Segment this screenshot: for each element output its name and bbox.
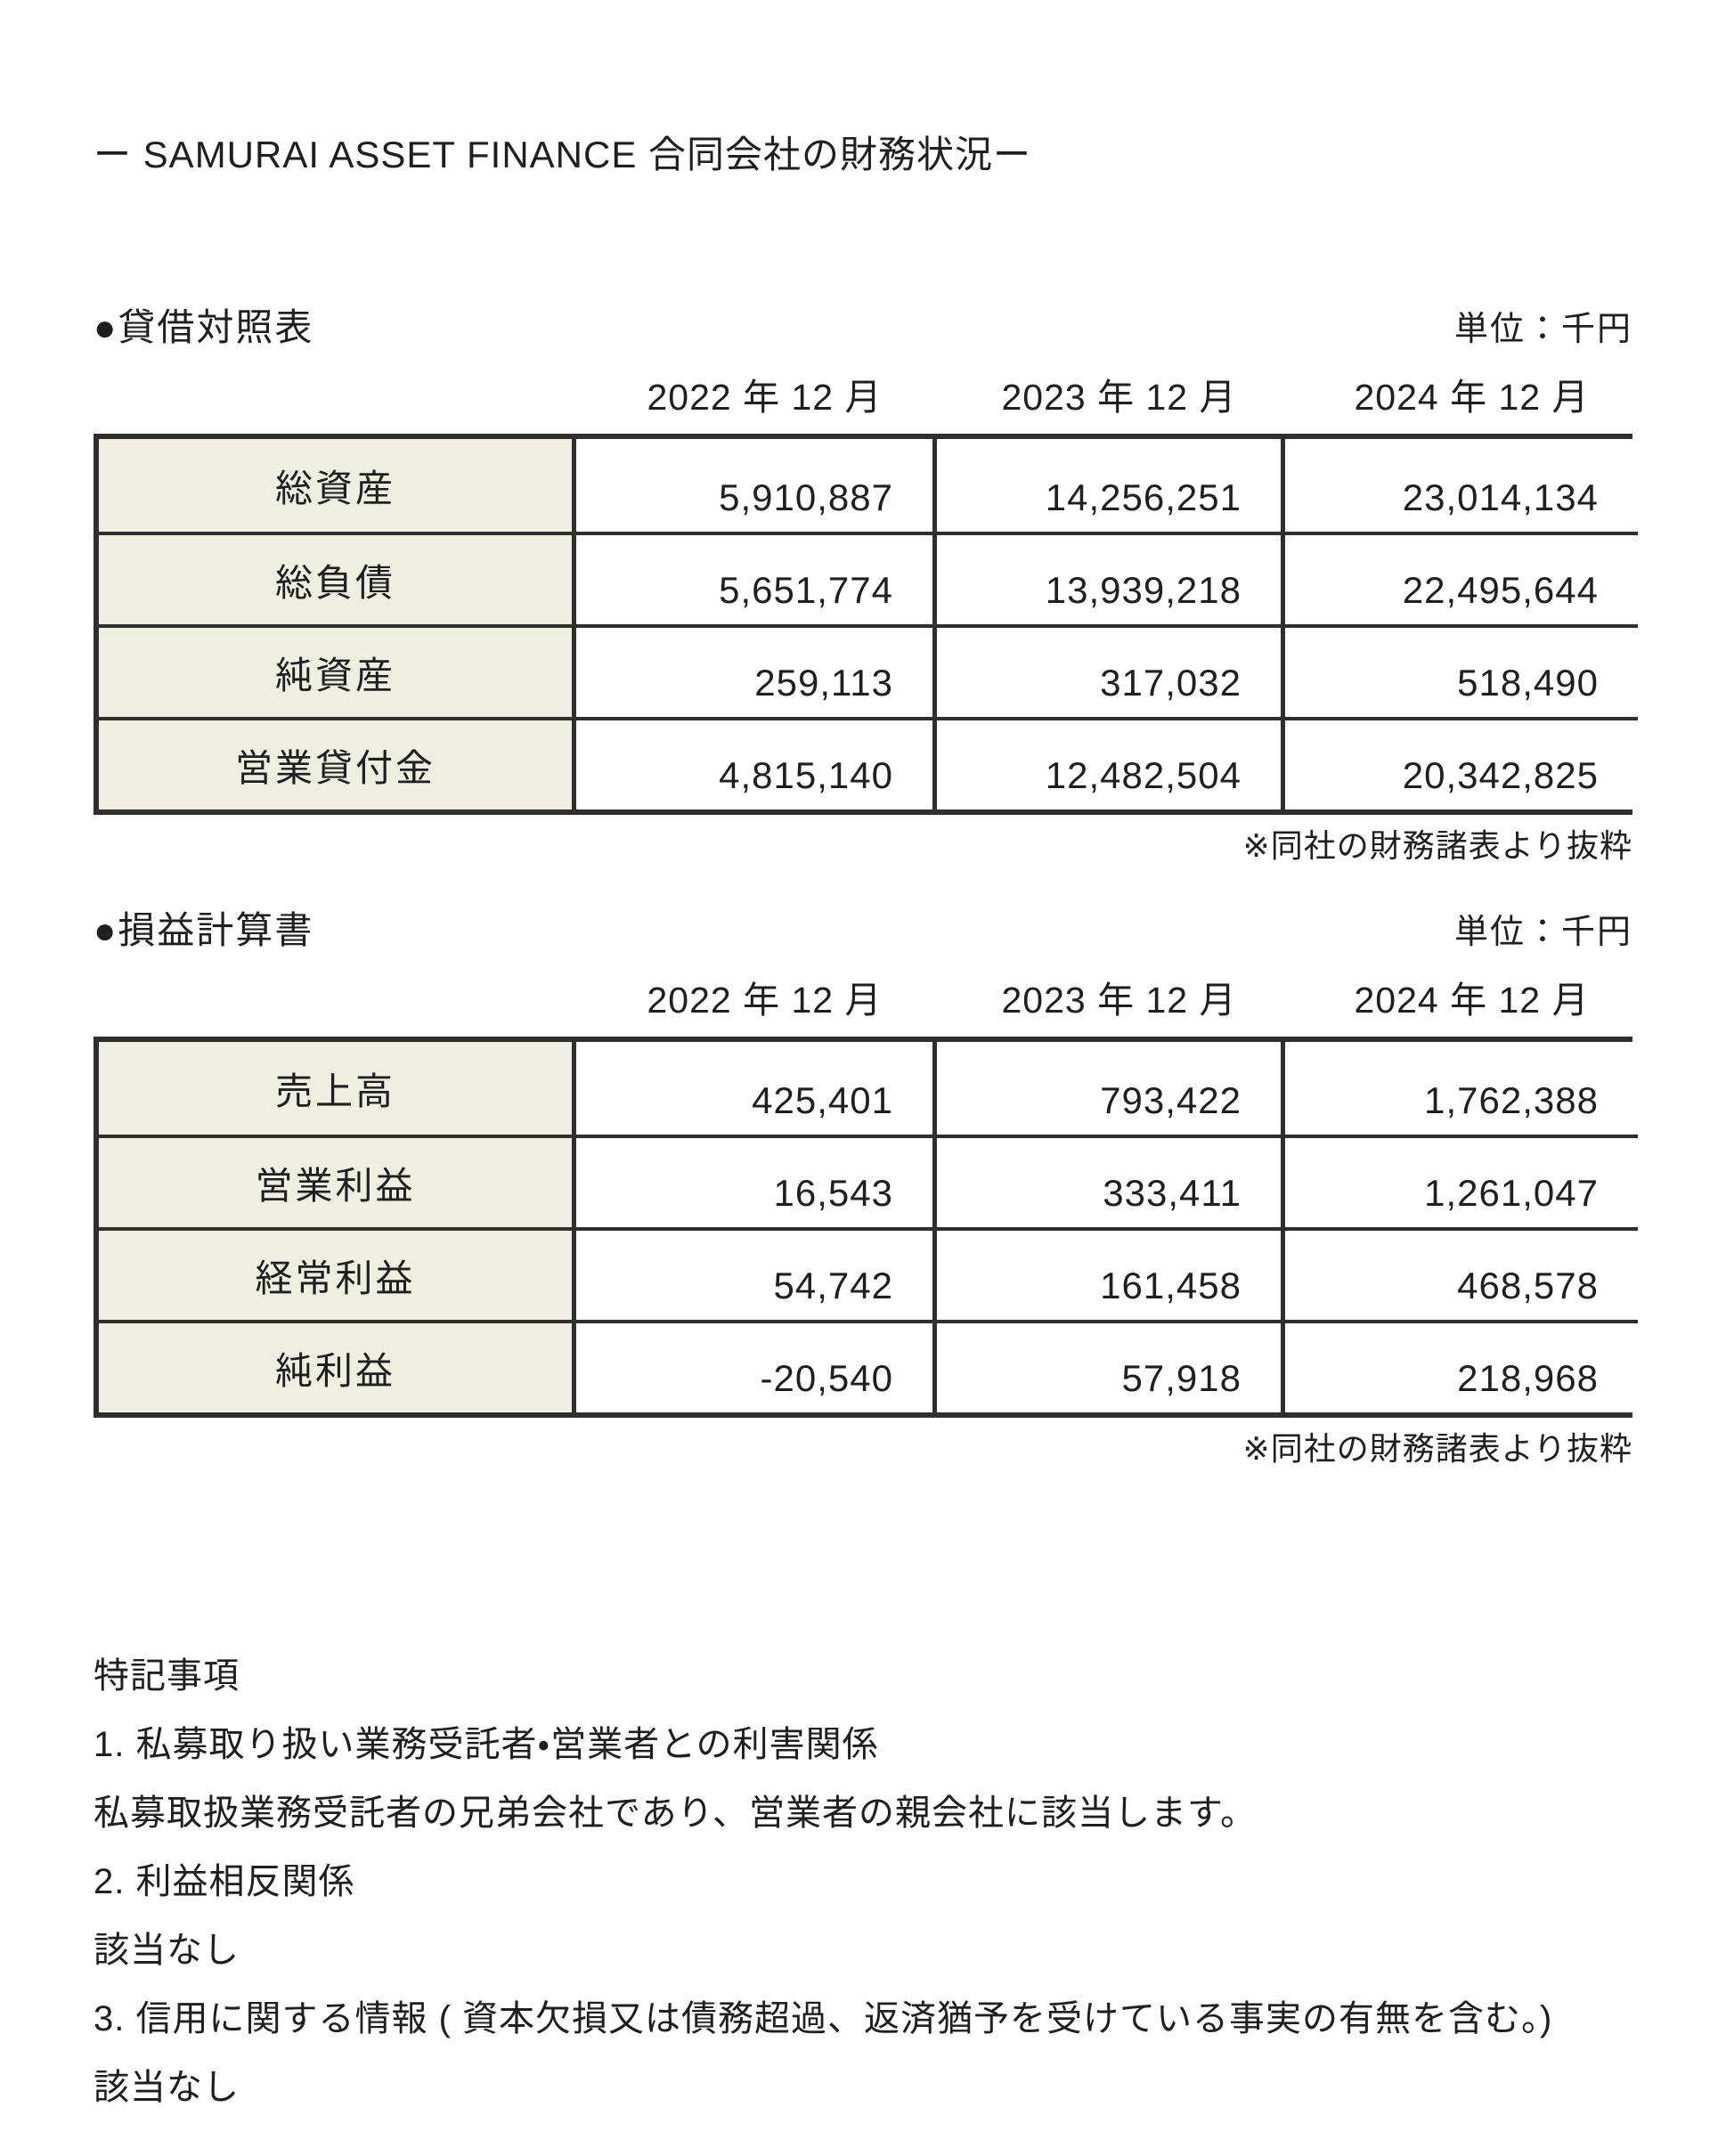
cell-ordinary-profit-2023: 161,458 [932, 1227, 1281, 1320]
column-header-2024: 2024 年 12 月 [1354, 377, 1590, 418]
column-header-2023: 2023 年 12 月 [1001, 980, 1237, 1021]
document-title: ー SAMURAI ASSET FINANCE 合同会社の財務状況ー [94, 134, 1032, 175]
cell-total-assets-2024: 23,014,134 [1281, 439, 1638, 532]
row-label-total-assets: 総資産 [99, 439, 572, 532]
cell-net-assets-2024: 518,490 [1281, 624, 1638, 717]
notes-heading: 特記事項 [94, 1656, 240, 1696]
cell-ordinary-profit-2022: 54,742 [572, 1227, 932, 1320]
cell-operating-loans-2023: 12,482,504 [932, 717, 1281, 810]
income-statement-section-label: ●損益計算書 [94, 909, 314, 951]
row-label-total-liabilities: 総負債 [99, 532, 572, 624]
cell-total-liabilities-2024: 22,495,644 [1281, 532, 1638, 624]
cell-operating-profit-2024: 1,261,047 [1281, 1135, 1638, 1227]
notes-line-4: 該当なし [94, 1931, 240, 1970]
row-label-operating-profit: 営業利益 [99, 1135, 572, 1227]
column-header-2024: 2024 年 12 月 [1354, 980, 1590, 1021]
cell-net-assets-2023: 317,032 [932, 624, 1281, 717]
cell-operating-loans-2022: 4,815,140 [572, 717, 932, 810]
column-header-2023: 2023 年 12 月 [1001, 377, 1237, 418]
income-statement-source-note: ※同社の財務諸表より抜粋 [1242, 1430, 1632, 1467]
income-statement-table: 売上高 425,401 793,422 1,762,388 営業利益 16,54… [94, 1037, 1638, 1418]
notes-line-6: 該当なし [94, 2068, 240, 2107]
balance-sheet-section-header: ●貸借対照表 単位：千円 [94, 306, 1632, 351]
income-statement-section-header: ●損益計算書 単位：千円 [94, 909, 1632, 954]
notes-line-3: 2. 利益相反関係 [94, 1862, 355, 1901]
row-label-net-assets: 純資産 [99, 624, 572, 717]
cell-net-profit-2022: -20,540 [572, 1320, 932, 1412]
notes-line-5: 3. 信用に関する情報 ( 資本欠損又は債務超過、返済猶予を受けている事実の有無… [94, 1999, 1553, 2038]
row-label-operating-loans: 営業貸付金 [99, 717, 572, 810]
cell-total-liabilities-2023: 13,939,218 [932, 532, 1281, 624]
row-label-revenue: 売上高 [99, 1042, 572, 1135]
cell-total-liabilities-2022: 5,651,774 [572, 532, 932, 624]
special-notes: 特記事項 1. 私募取り扱い業務受託者・営業者との利害関係 私募取扱業務受託者の… [94, 1642, 1632, 2122]
notes-line-2: 私募取扱業務受託者の兄弟会社であり、営業者の親会社に該当します。 [94, 1794, 1257, 1833]
balance-sheet-section-label: ●貸借対照表 [94, 306, 314, 348]
cell-revenue-2024: 1,762,388 [1281, 1042, 1638, 1135]
cell-operating-profit-2022: 16,543 [572, 1135, 932, 1227]
row-label-net-profit: 純利益 [99, 1320, 572, 1412]
cell-net-profit-2023: 57,918 [932, 1320, 1281, 1412]
balance-sheet-table: 総資産 5,910,887 14,256,251 23,014,134 総負債 … [94, 434, 1638, 815]
row-label-ordinary-profit: 経常利益 [99, 1227, 572, 1320]
notes-line-1: 1. 私募取り扱い業務受託者・営業者との利害関係 [94, 1725, 879, 1764]
cell-net-profit-2024: 218,968 [1281, 1320, 1638, 1412]
income-statement-column-headers: 2022 年 12 月 2023 年 12 月 2024 年 12 月 [94, 979, 1632, 1021]
cell-revenue-2022: 425,401 [572, 1042, 932, 1135]
cell-total-assets-2023: 14,256,251 [932, 439, 1281, 532]
cell-net-assets-2022: 259,113 [572, 624, 932, 717]
column-header-spacer [94, 376, 566, 419]
balance-sheet-unit-label: 単位：千円 [1453, 311, 1632, 348]
column-header-2022: 2022 年 12 月 [647, 377, 883, 418]
income-statement-unit-label: 単位：千円 [1453, 914, 1632, 951]
section-gap [94, 865, 1632, 909]
balance-sheet-column-headers: 2022 年 12 月 2023 年 12 月 2024 年 12 月 [94, 376, 1632, 419]
cell-total-assets-2022: 5,910,887 [572, 439, 932, 532]
cell-revenue-2023: 793,422 [932, 1042, 1281, 1135]
balance-sheet-source-note: ※同社の財務諸表より抜粋 [1242, 827, 1632, 864]
cell-operating-profit-2023: 333,411 [932, 1135, 1281, 1227]
cell-ordinary-profit-2024: 468,578 [1281, 1227, 1638, 1320]
column-header-spacer [94, 979, 566, 1021]
cell-operating-loans-2024: 20,342,825 [1281, 717, 1638, 810]
column-header-2022: 2022 年 12 月 [647, 980, 883, 1021]
